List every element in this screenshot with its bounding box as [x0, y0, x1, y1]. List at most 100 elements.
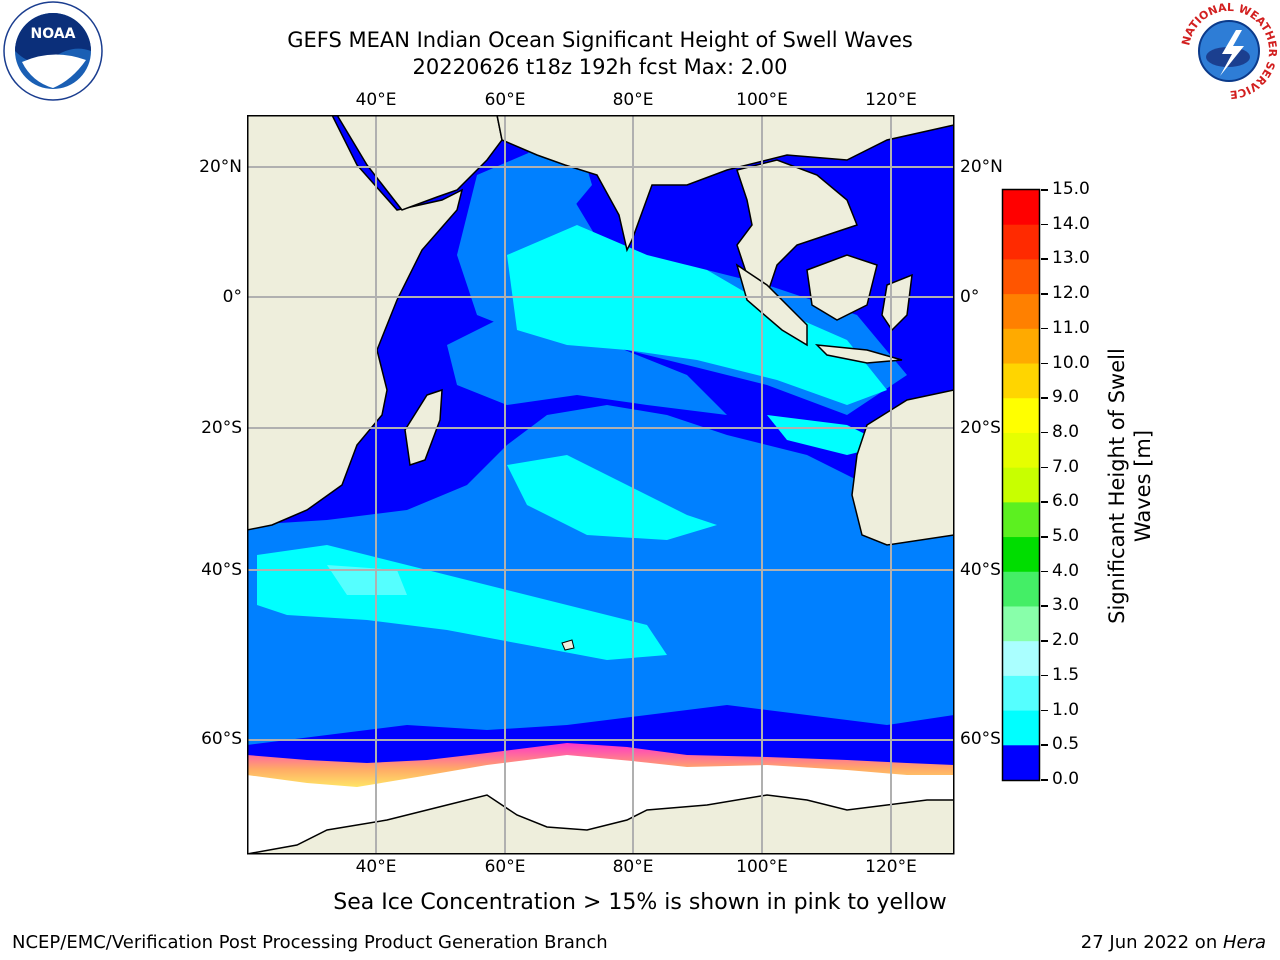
colorbar-tick-label: 2.0	[1052, 630, 1080, 651]
colorbar-tick-label: 1.5	[1052, 664, 1080, 685]
lon-label-top-40e: 40°E	[355, 90, 397, 110]
colorbar-tick-label: 12.0	[1052, 283, 1090, 304]
sumatra-land	[735, 263, 808, 347]
colorbar-title-line1: Significant Height of Swell	[1105, 348, 1129, 624]
colorbar-tick-label: 11.0	[1052, 317, 1090, 338]
lat-label-right-40s: 40°S	[960, 560, 1001, 580]
antarctica-land	[247, 794, 954, 854]
colorbar-tick-mark	[1041, 536, 1048, 538]
colorbar-swatch	[1003, 606, 1039, 642]
lon-label-top-60e: 60°E	[484, 90, 526, 110]
colorbar-tick-mark	[1041, 223, 1048, 226]
colorbar-tick-mark	[1041, 501, 1048, 503]
colorbar-tick-mark	[1041, 605, 1048, 607]
colorbar-swatch	[1003, 537, 1039, 573]
swell-band-medium	[247, 405, 954, 745]
colorbar-tick-label: 9.0	[1052, 387, 1080, 408]
footer-left: NCEP/EMC/Verification Post Processing Pr…	[12, 932, 608, 953]
map-gridlines	[247, 115, 954, 854]
india-land	[496, 115, 954, 253]
africa-land	[247, 115, 464, 531]
colorbar-border	[1001, 188, 1041, 782]
colorbar-tick-mark	[1041, 327, 1048, 330]
lat-label-left-20n: 20°N	[199, 157, 242, 177]
colorbar-tick-label: 0.0	[1052, 769, 1080, 789]
colorbar-swatch	[1003, 467, 1039, 503]
colorbar-tick-mark	[1041, 258, 1048, 260]
southeast-asia-land	[736, 159, 858, 297]
colorbar-tick-label: 5.0	[1052, 526, 1080, 547]
colorbar-tick-mark	[1041, 709, 1048, 712]
colorbar-swatch	[1003, 294, 1039, 330]
colorbar-swatch	[1003, 363, 1039, 399]
colorbar-tick-label: 1.0	[1052, 699, 1080, 720]
swell-band-high	[507, 225, 887, 405]
lon-label-top-100e: 100°E	[736, 90, 788, 110]
lat-label-right-20n: 20°N	[960, 157, 1003, 177]
colorbar-swatch	[1003, 398, 1039, 434]
noaa-logo: NOAA	[3, 1, 103, 101]
lat-label-right-0: 0°	[960, 287, 980, 307]
java-land	[814, 344, 903, 364]
chart-title-line1: GEFS MEAN Indian Ocean Significant Heigh…	[287, 28, 913, 52]
colorbar-tick-mark	[1041, 570, 1048, 573]
svg-text:NOAA: NOAA	[31, 26, 76, 42]
lat-label-left-40s: 40°S	[201, 560, 242, 580]
colorbar-tick-mark	[1041, 431, 1048, 434]
sea-ice-note: Sea Ice Concentration > 15% is shown in …	[333, 890, 947, 915]
colorbar-tick-label: 13.0	[1052, 248, 1090, 269]
lon-label-bottom-100e: 100°E	[736, 857, 788, 877]
colorbar-tick-mark	[1041, 674, 1048, 677]
map-panel	[247, 115, 955, 855]
colorbar-tick-label: 3.0	[1052, 595, 1080, 616]
colorbar-swatch	[1003, 328, 1039, 365]
colorbar-swatch	[1003, 675, 1039, 712]
colorbar-tick-label: 7.0	[1052, 456, 1080, 477]
kerguelen-island	[561, 639, 575, 651]
colorbar-tick-label: 10.0	[1052, 352, 1090, 373]
colorbar-swatch	[1003, 190, 1039, 226]
lon-label-top-120e: 120°E	[865, 90, 917, 110]
colorbar-swatch	[1003, 224, 1039, 260]
colorbar-tick-label: 8.0	[1052, 421, 1080, 442]
colorbar-tick-label: 14.0	[1052, 213, 1090, 234]
lat-label-right-60s: 60°S	[960, 729, 1001, 749]
lat-label-left-20s: 20°S	[201, 418, 242, 438]
lon-label-bottom-60e: 60°E	[484, 857, 526, 877]
colorbar-tick-mark	[1041, 779, 1048, 781]
colorbar-swatch	[1003, 641, 1039, 677]
colorbar-tick-label: 6.0	[1052, 491, 1080, 512]
colorbar-tick-mark	[1041, 640, 1048, 642]
colorbar-title-line2: Waves [m]	[1131, 429, 1155, 543]
lat-label-right-20s: 20°S	[960, 418, 1001, 438]
lon-label-bottom-40e: 40°E	[355, 857, 397, 877]
colorbar-tick-mark	[1041, 362, 1048, 365]
colorbar-swatch	[1003, 432, 1039, 469]
lon-label-bottom-120e: 120°E	[865, 857, 917, 877]
colorbar-tick-mark	[1041, 466, 1048, 469]
lon-label-bottom-80e: 80°E	[612, 857, 654, 877]
footer-host: Hera	[1222, 932, 1266, 953]
colorbar	[1001, 188, 1041, 782]
nws-logo: NATIONAL WEATHER SERVICE	[1179, 1, 1279, 101]
colorbar-swatch	[1003, 745, 1039, 781]
colorbar-swatch	[1003, 259, 1039, 295]
lat-label-left-60s: 60°S	[201, 729, 242, 749]
colorbar-swatch	[1003, 571, 1039, 607]
lat-label-left-0: 0°	[222, 287, 242, 307]
colorbar-tick-label: 4.0	[1052, 560, 1080, 581]
colorbar-tick-label: 15.0	[1052, 179, 1090, 199]
colorbar-tick-mark	[1041, 293, 1048, 295]
colorbar-swatch	[1003, 710, 1039, 746]
colorbar-tick-label: 0.5	[1052, 734, 1080, 755]
colorbar-tick-mark	[1041, 189, 1048, 191]
borneo-land	[806, 254, 878, 321]
lon-label-top-80e: 80°E	[612, 90, 654, 110]
colorbar-swatch	[1003, 502, 1039, 538]
footer-date: 27 Jun 2022 on	[1080, 932, 1223, 953]
colorbar-tick-mark	[1041, 397, 1048, 399]
colorbar-tick-mark	[1041, 744, 1048, 746]
footer-right: 27 Jun 2022 on Hera	[1081, 932, 1266, 953]
colorbar-title: Significant Height of Swell Waves [m]	[1104, 336, 1156, 636]
chart-title-line2: 20220626 t18z 192h fcst Max: 2.00	[412, 55, 788, 79]
